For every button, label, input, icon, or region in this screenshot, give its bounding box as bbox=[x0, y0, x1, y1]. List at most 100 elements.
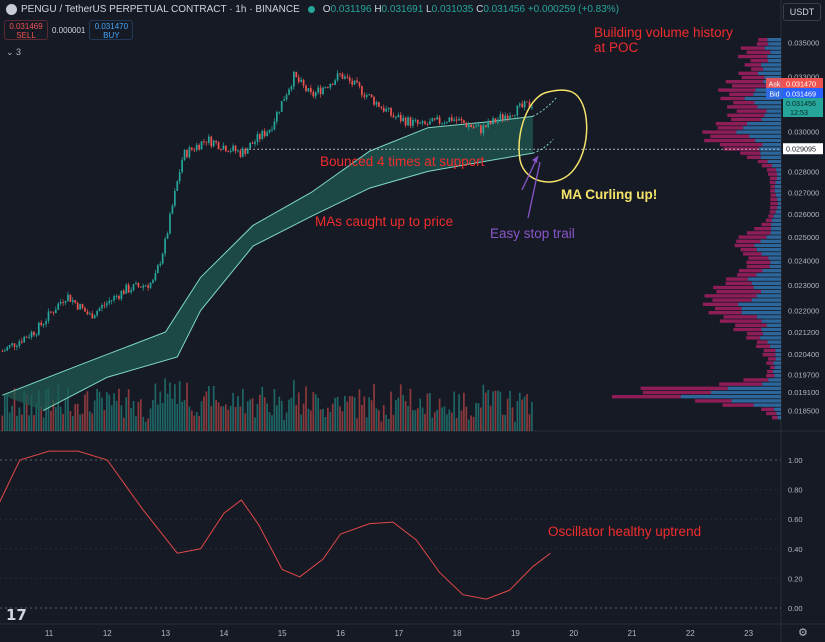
vp-buy-row bbox=[775, 193, 781, 197]
volume-bar bbox=[171, 398, 174, 431]
volume-bar bbox=[62, 414, 64, 431]
symbol-title[interactable]: PENGU / TetherUS PERPETUAL CONTRACT · 1h… bbox=[21, 4, 300, 15]
vp-sell-row bbox=[740, 151, 761, 155]
arrow-head-1 bbox=[532, 156, 538, 163]
buy-button[interactable]: 0.031470 BUY bbox=[89, 20, 134, 40]
volume-bar bbox=[516, 401, 519, 431]
candle-body bbox=[98, 308, 101, 311]
candle-body bbox=[390, 107, 392, 116]
volume-bar bbox=[20, 414, 23, 431]
candle-body bbox=[331, 83, 334, 85]
vp-buy-row bbox=[768, 42, 781, 46]
vp-sell-row bbox=[740, 46, 765, 50]
candle-body bbox=[86, 311, 89, 315]
volume-bar bbox=[509, 390, 511, 431]
volume-bar bbox=[438, 398, 441, 431]
volume-bar bbox=[156, 404, 159, 431]
gear-icon[interactable]: ⚙ bbox=[798, 627, 808, 639]
candle-body bbox=[239, 150, 242, 157]
volume-bar bbox=[173, 384, 176, 431]
vp-sell-row bbox=[770, 206, 778, 210]
arrow-stop-2 bbox=[527, 161, 541, 219]
candle-body bbox=[142, 285, 145, 288]
vp-sell-row bbox=[743, 378, 769, 382]
candle-body bbox=[190, 147, 193, 150]
volume-bar bbox=[122, 417, 125, 431]
price-tick-label: 0.019700 bbox=[788, 370, 819, 379]
candle-body bbox=[392, 115, 395, 118]
volume-bar bbox=[261, 386, 264, 431]
candle-body bbox=[159, 263, 162, 266]
candle-body bbox=[259, 134, 261, 139]
candle-body bbox=[6, 347, 9, 351]
volume-bar bbox=[380, 421, 383, 431]
candle-body bbox=[59, 302, 62, 304]
last-price-bg bbox=[783, 98, 823, 117]
tradingview-logo[interactable]: 17 bbox=[6, 606, 27, 624]
volume-bar bbox=[273, 389, 276, 431]
volume-bar bbox=[239, 406, 242, 431]
candle-body bbox=[312, 92, 315, 97]
candle-body bbox=[305, 85, 307, 92]
price-tick-label: 0.024000 bbox=[788, 256, 819, 265]
vp-buy-row bbox=[751, 281, 781, 285]
vp-sell-row bbox=[640, 386, 728, 390]
volume-bar bbox=[232, 392, 234, 431]
oscillator-line bbox=[0, 450, 551, 600]
candle-body bbox=[84, 307, 86, 312]
vp-buy-row bbox=[776, 411, 781, 416]
volume-bar bbox=[314, 394, 317, 431]
volume-bar bbox=[373, 383, 375, 431]
vp-sell-row bbox=[715, 306, 742, 311]
volume-bar bbox=[429, 393, 431, 431]
vp-buy-row bbox=[741, 311, 781, 315]
vp-buy-row bbox=[760, 336, 781, 340]
vp-sell-row bbox=[772, 416, 778, 420]
vp-sell-row bbox=[762, 353, 776, 357]
candle-body bbox=[251, 143, 254, 144]
candle-body bbox=[20, 341, 23, 343]
indicators-toggle[interactable]: ⌄ 3 bbox=[6, 47, 22, 57]
volume-bar bbox=[108, 394, 111, 431]
candle-body bbox=[395, 117, 397, 118]
volume-bar bbox=[169, 382, 171, 431]
volume-bar bbox=[86, 391, 89, 431]
vp-buy-row bbox=[768, 59, 781, 63]
volume-bar bbox=[361, 404, 363, 431]
volume-bar bbox=[446, 414, 448, 431]
sell-button[interactable]: 0.031469 SELL bbox=[4, 20, 48, 40]
price-tick-label: 0.019100 bbox=[788, 388, 819, 397]
volume-bar bbox=[176, 403, 179, 431]
volume-bar bbox=[356, 418, 358, 431]
candle-body bbox=[518, 103, 521, 106]
candle-body bbox=[52, 312, 55, 314]
vp-sell-row bbox=[726, 277, 749, 281]
vp-buy-row bbox=[777, 197, 781, 201]
volume-bar bbox=[154, 383, 157, 431]
volume-profile bbox=[611, 38, 781, 420]
volume-bar bbox=[164, 378, 166, 431]
volume-bar bbox=[220, 406, 222, 431]
volume-bar bbox=[8, 412, 11, 431]
candle-body bbox=[516, 105, 519, 116]
volume-bar bbox=[193, 415, 196, 431]
candle-body bbox=[463, 120, 465, 123]
candle-body bbox=[271, 129, 273, 131]
vp-buy-row bbox=[754, 243, 781, 248]
candle-body bbox=[370, 94, 373, 97]
candle-body bbox=[161, 253, 164, 264]
candle-body bbox=[176, 181, 179, 191]
volume-bar bbox=[147, 418, 149, 431]
volume-bar bbox=[436, 409, 439, 431]
ask-price-tag-bg bbox=[783, 78, 823, 89]
currency-selector[interactable]: USDT bbox=[783, 3, 821, 21]
vp-buy-row bbox=[767, 159, 781, 164]
candle-body bbox=[351, 80, 354, 85]
volume-bar bbox=[161, 402, 164, 431]
candle-body bbox=[436, 117, 439, 120]
volume-bar bbox=[254, 417, 256, 431]
vp-buy-row bbox=[744, 96, 781, 101]
volume-bar bbox=[518, 392, 521, 431]
market-open-dot bbox=[307, 6, 315, 13]
